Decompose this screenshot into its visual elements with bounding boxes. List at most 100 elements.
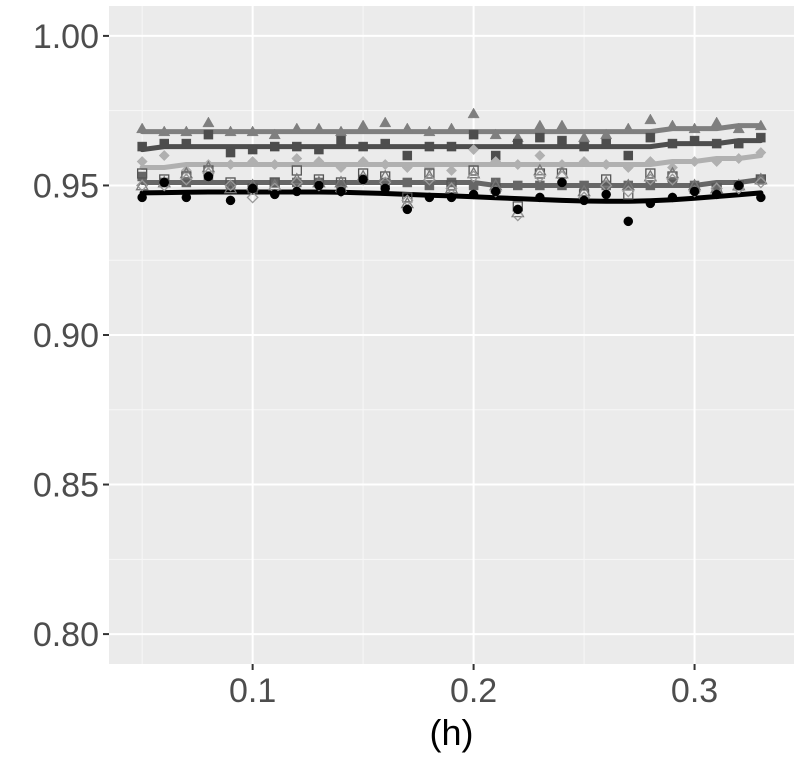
data-point-series-7 xyxy=(246,191,259,204)
data-point-series-1 xyxy=(158,125,171,137)
y-tick-label: 1.00 xyxy=(33,18,99,56)
data-point-series-8 xyxy=(667,192,678,203)
data-point-series-2 xyxy=(667,138,678,149)
data-point-series-3 xyxy=(357,155,369,168)
data-point-series-6 xyxy=(422,169,437,182)
data-point-series-2 xyxy=(601,138,611,149)
data-point-series-1 xyxy=(467,107,480,119)
data-point-series-1 xyxy=(312,122,325,134)
data-point-series-8 xyxy=(734,180,744,191)
data-point-series-3 xyxy=(600,158,612,171)
data-point-series-3 xyxy=(225,158,237,171)
data-point-series-2 xyxy=(424,141,435,152)
data-point-series-3 xyxy=(158,150,170,162)
data-point-series-8 xyxy=(490,186,501,197)
data-point-series-1 xyxy=(489,128,502,140)
data-point-series-6 xyxy=(577,184,591,197)
data-point-series-8 xyxy=(314,180,324,191)
data-point-series-1 xyxy=(754,119,767,131)
y-tick-label: 0.90 xyxy=(33,317,99,355)
data-point-series-3 xyxy=(313,155,325,168)
data-point-series-1 xyxy=(423,125,436,137)
data-point-series-6 xyxy=(201,160,216,173)
data-point-series-3 xyxy=(247,155,259,168)
x-tick-label: 0.3 xyxy=(671,672,718,710)
data-point-series-8 xyxy=(645,198,656,209)
data-point-series-8 xyxy=(269,189,280,200)
data-point-series-7 xyxy=(644,173,657,186)
data-point-series-1 xyxy=(688,122,701,134)
data-point-series-8 xyxy=(424,192,435,203)
data-point-series-4 xyxy=(402,177,413,188)
data-point-series-6 xyxy=(643,169,658,182)
data-point-series-3 xyxy=(689,155,701,168)
data-point-series-2 xyxy=(402,150,413,161)
data-point-series-4 xyxy=(181,177,192,188)
data-point-series-8 xyxy=(623,216,634,227)
data-point-series-1 xyxy=(600,128,613,140)
data-point-series-1 xyxy=(644,113,657,125)
data-point-series-7 xyxy=(666,173,679,186)
data-point-series-1 xyxy=(666,119,679,131)
data-point-series-8 xyxy=(402,204,413,215)
data-point-series-2 xyxy=(159,138,169,149)
y-tick-label: 0.85 xyxy=(33,467,99,505)
data-point-series-1 xyxy=(290,122,303,134)
data-point-series-8 xyxy=(446,192,457,203)
data-point-series-1 xyxy=(268,128,281,140)
data-point-series-3 xyxy=(490,155,502,168)
data-point-series-6 xyxy=(378,169,392,182)
data-point-series-7 xyxy=(754,176,767,189)
trend-line-series-3 xyxy=(139,153,764,170)
data-point-series-2 xyxy=(645,132,656,143)
data-point-series-2 xyxy=(623,150,634,161)
data-point-series-3 xyxy=(534,150,546,162)
data-point-series-7 xyxy=(533,170,546,183)
data-point-series-2 xyxy=(292,141,302,152)
data-point-series-2 xyxy=(734,138,744,149)
data-point-series-3 xyxy=(711,155,723,168)
data-point-series-7 xyxy=(180,173,193,186)
data-point-series-6 xyxy=(466,166,481,179)
data-point-series-2 xyxy=(203,129,214,140)
data-point-series-3 xyxy=(733,153,745,165)
data-point-series-3 xyxy=(578,155,590,168)
data-point-series-8 xyxy=(579,195,589,206)
data-point-series-6 xyxy=(555,166,569,179)
data-point-series-6 xyxy=(444,181,459,194)
x-axis-title: (h) xyxy=(430,712,474,753)
data-point-series-7 xyxy=(467,170,480,183)
x-tick-label: 0.2 xyxy=(450,672,497,710)
data-point-series-2 xyxy=(535,132,545,143)
data-point-series-8 xyxy=(711,189,722,200)
data-point-series-8 xyxy=(225,195,236,206)
data-point-series-7 xyxy=(511,209,524,222)
data-point-series-2 xyxy=(446,141,457,152)
data-point-series-2 xyxy=(314,144,324,155)
data-point-series-2 xyxy=(468,129,479,140)
data-point-series-8 xyxy=(159,177,169,188)
data-point-series-6 xyxy=(665,166,680,179)
data-point-series-6 xyxy=(179,166,194,179)
data-point-series-4 xyxy=(513,180,523,191)
data-point-series-8 xyxy=(137,192,147,203)
data-point-series-1 xyxy=(445,122,458,134)
data-point-series-1 xyxy=(334,125,348,137)
data-point-series-2 xyxy=(579,141,589,152)
data-point-series-3 xyxy=(556,158,568,171)
data-point-series-3 xyxy=(512,158,524,171)
data-point-series-8 xyxy=(756,192,766,203)
data-point-series-1 xyxy=(533,119,546,131)
data-point-series-2 xyxy=(513,138,523,149)
data-point-series-1 xyxy=(202,116,215,128)
data-point-series-7 xyxy=(423,173,436,186)
data-point-series-8 xyxy=(380,183,390,194)
data-point-series-3 xyxy=(622,161,634,174)
data-point-series-3 xyxy=(136,155,148,168)
data-point-series-8 xyxy=(292,186,302,197)
data-point-series-8 xyxy=(689,186,700,197)
x-tick-label: 0.1 xyxy=(229,672,276,710)
y-tick-label: 0.80 xyxy=(33,616,99,654)
data-point-series-1 xyxy=(732,122,745,134)
data-point-series-3 xyxy=(445,164,458,177)
